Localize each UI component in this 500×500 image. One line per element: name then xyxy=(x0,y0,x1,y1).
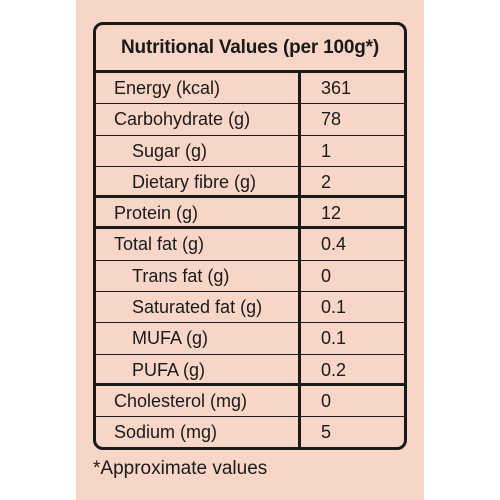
nutrient-name: PUFA (g) xyxy=(96,354,301,383)
nutrient-value: 5 xyxy=(321,422,332,443)
nutrient-value: 2 xyxy=(321,171,332,192)
nutrient-value: 0.2 xyxy=(321,359,347,380)
table-row: PUFA (g) 0.2 xyxy=(96,354,404,386)
nutrient-value: 361 xyxy=(321,78,352,98)
nutrient-name: Cholesterol (mg) xyxy=(96,385,301,417)
nutrient-name: Carbohydrate (g) xyxy=(96,104,301,135)
nutrient-name: Energy (kcal) xyxy=(96,73,301,104)
nutrient-name: Trans fat (g) xyxy=(96,260,301,292)
nutrient-name: MUFA (g) xyxy=(96,323,301,354)
table-title: Nutritional Values (per 100g*) xyxy=(96,25,404,73)
nutrient-value: 78 xyxy=(321,109,342,130)
table-row: Energy (kcal) 361 xyxy=(96,73,404,105)
nutrient-value: 0.1 xyxy=(321,297,347,318)
table-row: Trans fat (g) 0 xyxy=(96,260,404,293)
nutrient-name: Saturated fat (g) xyxy=(96,292,301,323)
nutrient-name: Sodium (mg) xyxy=(96,417,301,447)
nutrient-name: Dietary fibre (g) xyxy=(96,166,301,196)
table-row: Dietary fibre (g) 2 xyxy=(96,166,404,199)
nutrient-value: 0.4 xyxy=(321,234,347,255)
table-row: Protein (g) 12 xyxy=(96,198,404,230)
nutrient-name: Protein (g) xyxy=(96,198,301,227)
table-row: MUFA (g) 0.1 xyxy=(96,323,404,355)
nutrient-value: 0 xyxy=(321,265,332,286)
table-row: Sodium (mg) 5 xyxy=(96,417,404,447)
nutrition-table: Nutritional Values (per 100g*) Energy (k… xyxy=(93,22,407,450)
footnote: *Approximate values xyxy=(93,458,268,479)
table-row: Saturated fat (g) 0.1 xyxy=(96,292,404,324)
nutrient-name: Total fat (g) xyxy=(96,229,301,260)
nutrient-value: 12 xyxy=(321,203,342,224)
table-row: Total fat (g) 0.4 xyxy=(96,229,404,261)
table-row: Cholesterol (mg) 0 xyxy=(96,385,404,418)
nutrient-name: Sugar (g) xyxy=(96,135,301,166)
table-row: Sugar (g) 1 xyxy=(96,135,404,167)
nutrient-value: 0 xyxy=(321,390,332,411)
nutrient-value: 1 xyxy=(321,140,332,161)
table-row: Carbohydrate (g) 78 xyxy=(96,104,404,136)
table-body: Energy (kcal) 361 Carbohydrate (g) 78 Su… xyxy=(96,73,404,447)
nutrient-value: 0.1 xyxy=(321,328,347,349)
